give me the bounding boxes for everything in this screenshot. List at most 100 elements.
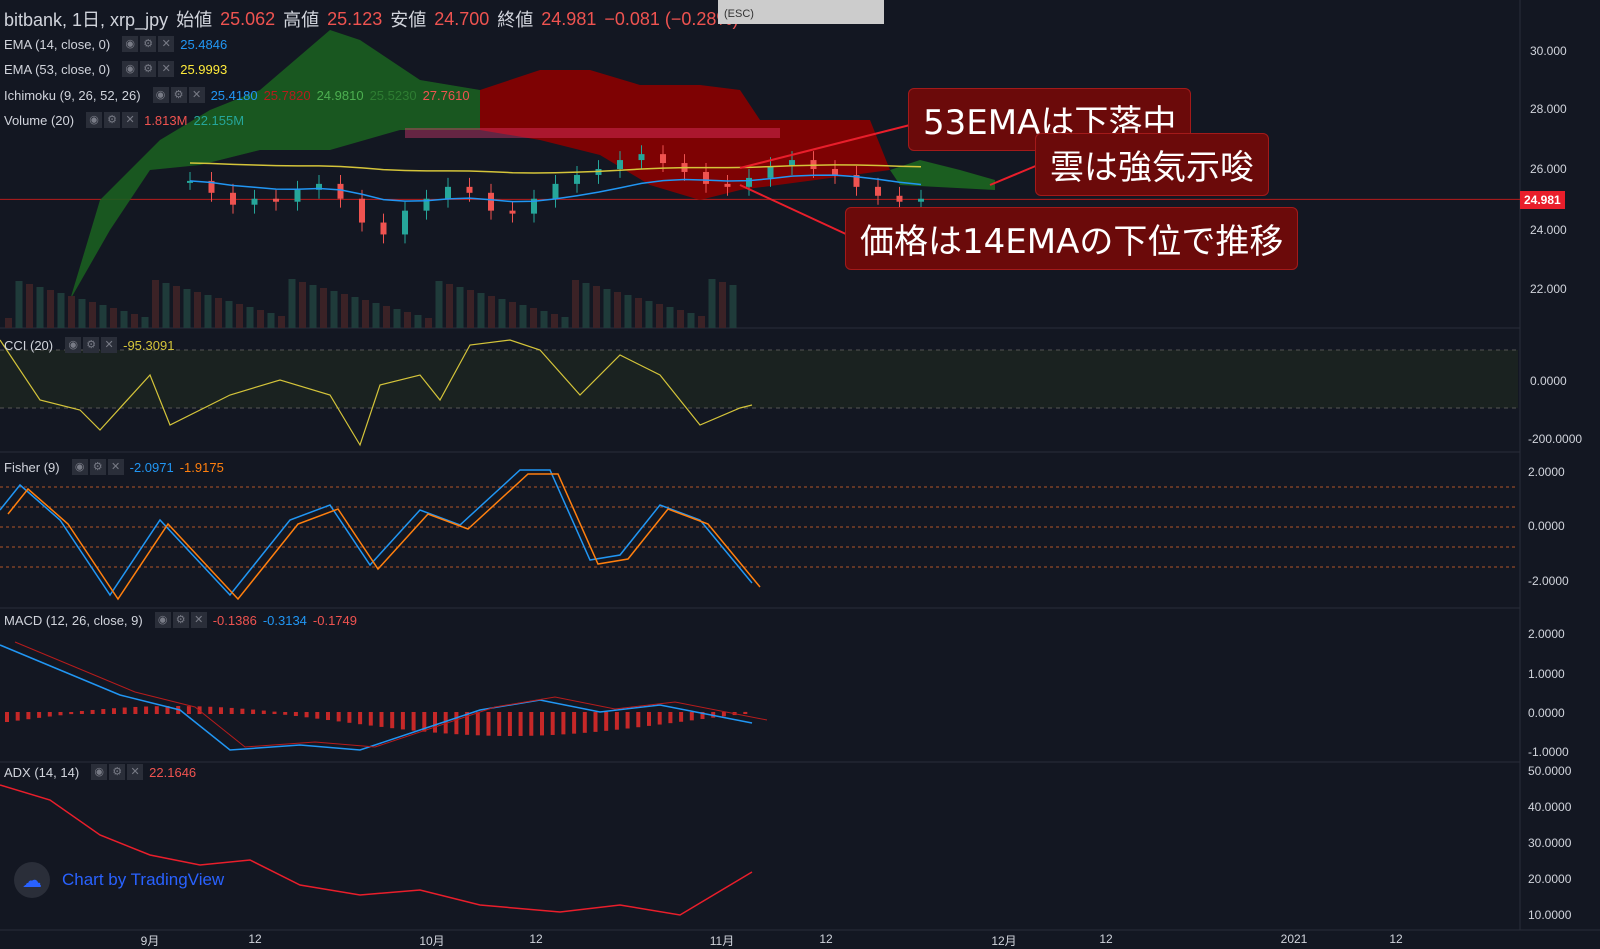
gear-icon[interactable]: ⚙ <box>89 459 106 475</box>
adx-name[interactable]: ADX (14, 14) <box>4 764 80 780</box>
callout-cloud: 雲は強気示唆 <box>1035 133 1269 196</box>
macd-histogram-bar <box>465 712 470 735</box>
macd-histogram-bar <box>507 712 512 736</box>
volume-bar <box>698 316 705 328</box>
gear-icon[interactable]: ⚙ <box>140 36 157 52</box>
candle-body <box>359 198 365 223</box>
cci-name[interactable]: CCI (20) <box>4 337 54 353</box>
volume-bar <box>708 279 716 328</box>
adx-header[interactable]: ADX (14, 14) ◉ ⚙ ✕ 22.1646 <box>4 764 196 780</box>
macd-histogram-bar <box>454 712 459 735</box>
volume-bar <box>425 318 432 328</box>
volume-bar <box>57 293 65 328</box>
candle-body <box>896 195 903 202</box>
time-axis-label: 12 <box>1099 932 1113 946</box>
gear-icon[interactable]: ⚙ <box>109 764 126 780</box>
candle-body <box>746 177 752 187</box>
macd-histogram-bar <box>186 706 191 714</box>
adx-axis-label: 30.0000 <box>1528 836 1572 850</box>
ema53-value: 25.9993 <box>180 61 228 77</box>
eye-icon[interactable]: ◉ <box>154 612 171 628</box>
price-axis-label: 30.000 <box>1530 44 1567 58</box>
macd-histogram-bar <box>614 712 619 730</box>
cci-line <box>0 339 753 447</box>
eye-icon[interactable]: ◉ <box>122 61 139 77</box>
volume-controls[interactable]: ◉ ⚙ ✕ <box>86 112 139 128</box>
eye-icon[interactable]: ◉ <box>152 87 169 103</box>
ema14-controls[interactable]: ◉ ⚙ ✕ <box>122 36 175 52</box>
eye-icon[interactable]: ◉ <box>86 112 103 128</box>
macd-histogram-bar <box>347 712 352 723</box>
ema53-controls[interactable]: ◉ ⚙ ✕ <box>122 61 175 77</box>
ema14-header[interactable]: EMA (14, close, 0) ◉ ⚙ ✕ 25.4846 <box>4 36 227 52</box>
macd-histogram-bar <box>144 706 149 714</box>
gear-icon[interactable]: ⚙ <box>170 87 187 103</box>
close-icon[interactable]: ✕ <box>188 87 205 103</box>
adx-axis-label: 20.0000 <box>1528 872 1572 886</box>
gear-icon[interactable]: ⚙ <box>172 612 189 628</box>
gear-icon[interactable]: ⚙ <box>140 61 157 77</box>
change-value: −0.081 (−0.28%) <box>604 8 739 29</box>
volume-bar <box>719 282 726 328</box>
ichimoku-v1: 25.4180 <box>210 87 258 103</box>
candle-body <box>294 189 301 202</box>
symbol-title[interactable]: bitbank, 1日, xrp_jpy <box>4 10 169 30</box>
time-axis-label: 12 <box>1389 932 1403 946</box>
close-icon[interactable]: ✕ <box>107 459 124 475</box>
adx-value: 22.1646 <box>149 764 197 780</box>
candle-body <box>574 174 580 184</box>
eye-icon[interactable]: ◉ <box>71 459 88 475</box>
ichimoku-header[interactable]: Ichimoku (9, 26, 52, 26) ◉ ⚙ ✕ 25.4180 25.782… <box>4 87 470 103</box>
esc-tooltip[interactable]: (ESC) <box>718 0 884 24</box>
eye-icon[interactable]: ◉ <box>122 36 139 52</box>
gear-icon[interactable]: ⚙ <box>83 337 100 353</box>
callout-connector <box>739 124 911 169</box>
macd-signal-line <box>14 641 768 748</box>
ema53-name[interactable]: EMA (53, close, 0) <box>4 61 111 77</box>
volume-header[interactable]: Volume (20) ◉ ⚙ ✕ 1.813M 22.155M <box>4 112 244 128</box>
macd-header[interactable]: MACD (12, 26, close, 9) ◉ ⚙ ✕ -0.1386 -0.3134… <box>4 612 357 628</box>
cci-controls[interactable]: ◉ ⚙ ✕ <box>65 337 118 353</box>
candle-body <box>617 160 623 169</box>
macd-name[interactable]: MACD (12, 26, close, 9) <box>4 612 143 628</box>
close-icon[interactable]: ✕ <box>190 612 207 628</box>
close-icon[interactable]: ✕ <box>158 36 175 52</box>
fisher-controls[interactable]: ◉ ⚙ ✕ <box>71 459 124 475</box>
volume-bar <box>582 283 590 328</box>
volume-name[interactable]: Volume (20) <box>4 112 75 128</box>
candle-body <box>703 171 709 184</box>
macd-line <box>0 644 753 751</box>
cci-header[interactable]: CCI (20) ◉ ⚙ ✕ -95.3091 <box>4 337 174 353</box>
fisher-name[interactable]: Fisher (9) <box>4 459 60 475</box>
macd-histogram-bar <box>400 712 405 730</box>
close-icon[interactable]: ✕ <box>101 337 118 353</box>
adx-controls[interactable]: ◉ ⚙ ✕ <box>91 764 144 780</box>
macd-histogram-bar <box>101 709 106 714</box>
close-icon[interactable]: ✕ <box>122 112 139 128</box>
ichimoku-name[interactable]: Ichimoku (9, 26, 52, 26) <box>4 87 141 103</box>
fisher-header[interactable]: Fisher (9) ◉ ⚙ ✕ -2.0971 -1.9175 <box>4 459 224 475</box>
volume-bar <box>488 296 495 328</box>
volume-bar <box>456 287 464 328</box>
volume-bar <box>78 299 86 328</box>
macd-v1: -0.1386 <box>212 612 257 628</box>
macd-v3: -0.1749 <box>312 612 357 628</box>
volume-bar <box>519 305 527 328</box>
macd-histogram-bar <box>604 712 609 731</box>
ichimoku-controls[interactable]: ◉ ⚙ ✕ <box>152 87 205 103</box>
callout-14ema: 価格は14EMAの下位で推移 <box>845 207 1299 270</box>
tradingview-logo-icon[interactable]: ☁ <box>14 862 50 898</box>
gear-icon[interactable]: ⚙ <box>104 112 121 128</box>
time-axis-label: 12 <box>248 932 262 946</box>
eye-icon[interactable]: ◉ <box>91 764 108 780</box>
macd-controls[interactable]: ◉ ⚙ ✕ <box>154 612 207 628</box>
eye-icon[interactable]: ◉ <box>65 337 82 353</box>
macd-axis-label: -1.0000 <box>1528 745 1569 759</box>
close-icon[interactable]: ✕ <box>127 764 144 780</box>
macd-histogram-bar <box>15 712 20 721</box>
tradingview-brand[interactable]: ☁ Chart by TradingView <box>14 862 224 898</box>
ema53-header[interactable]: EMA (53, close, 0) ◉ ⚙ ✕ 25.9993 <box>4 61 227 77</box>
ema14-name[interactable]: EMA (14, close, 0) <box>4 36 111 52</box>
brand-text[interactable]: Chart by TradingView <box>62 870 225 889</box>
close-icon[interactable]: ✕ <box>158 61 175 77</box>
